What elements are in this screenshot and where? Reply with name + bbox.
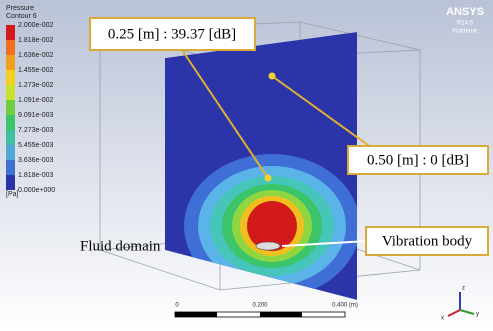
legend-swatch (6, 25, 15, 40)
legend-swatch (6, 85, 15, 100)
legend-swatch (6, 40, 15, 55)
legend-swatch (6, 160, 15, 175)
annotation-domain: Fluid domain (80, 238, 161, 254)
legend-label: 7.273e-003 (18, 127, 54, 134)
probe-point (269, 73, 276, 80)
legend-subtitle: Contour 6 (6, 13, 37, 20)
vibration-body (256, 242, 280, 250)
legend-label: 9.091e-003 (18, 112, 54, 119)
legend-label: 1.273e-002 (18, 82, 54, 89)
legend-label: 5.455e-003 (18, 142, 54, 149)
probe-point (265, 175, 272, 182)
legend-swatch (6, 175, 15, 190)
legend-unit: [Pa] (6, 191, 19, 198)
legend-swatch (6, 55, 15, 70)
legend-swatch (6, 145, 15, 160)
annotation-far: 0.50 [m] : 0 [dB] (367, 152, 469, 168)
legend-label: 1.818e-002 (18, 37, 54, 44)
legend-label: 3.636e-003 (18, 157, 54, 164)
legend-swatch (6, 115, 15, 130)
legend-label: 1.636e-002 (18, 52, 54, 59)
legend-label: 1.455e-002 (18, 67, 54, 74)
axis-label: y (476, 312, 479, 318)
legend-label: 2.000e-002 (18, 22, 54, 29)
scale-label: 0.400 (m) (332, 303, 358, 309)
legend-label: 1.091e-002 (18, 97, 54, 104)
legend-swatch (6, 70, 15, 85)
legend-swatch (6, 130, 15, 145)
legend-label: 0.000e+000 (18, 187, 55, 194)
scale-label: 0.200 (252, 303, 268, 309)
legend-title: Pressure (6, 5, 34, 12)
axis-label: x (441, 316, 444, 322)
logo-name: ANSYS (446, 6, 484, 18)
legend-label: 1.818e-003 (18, 172, 54, 179)
annotation-body: Vibration body (382, 233, 473, 249)
annotation-near: 0.25 [m] : 39.37 [dB] (108, 26, 236, 42)
logo-version: R14.5 (457, 21, 474, 27)
logo-edition: Academic (452, 29, 478, 35)
axis-label: z (462, 286, 465, 292)
screenshot: Pressure Contour 6 2.000e-002 1.818e-002 1… (0, 0, 493, 331)
legend-swatch (6, 100, 15, 115)
